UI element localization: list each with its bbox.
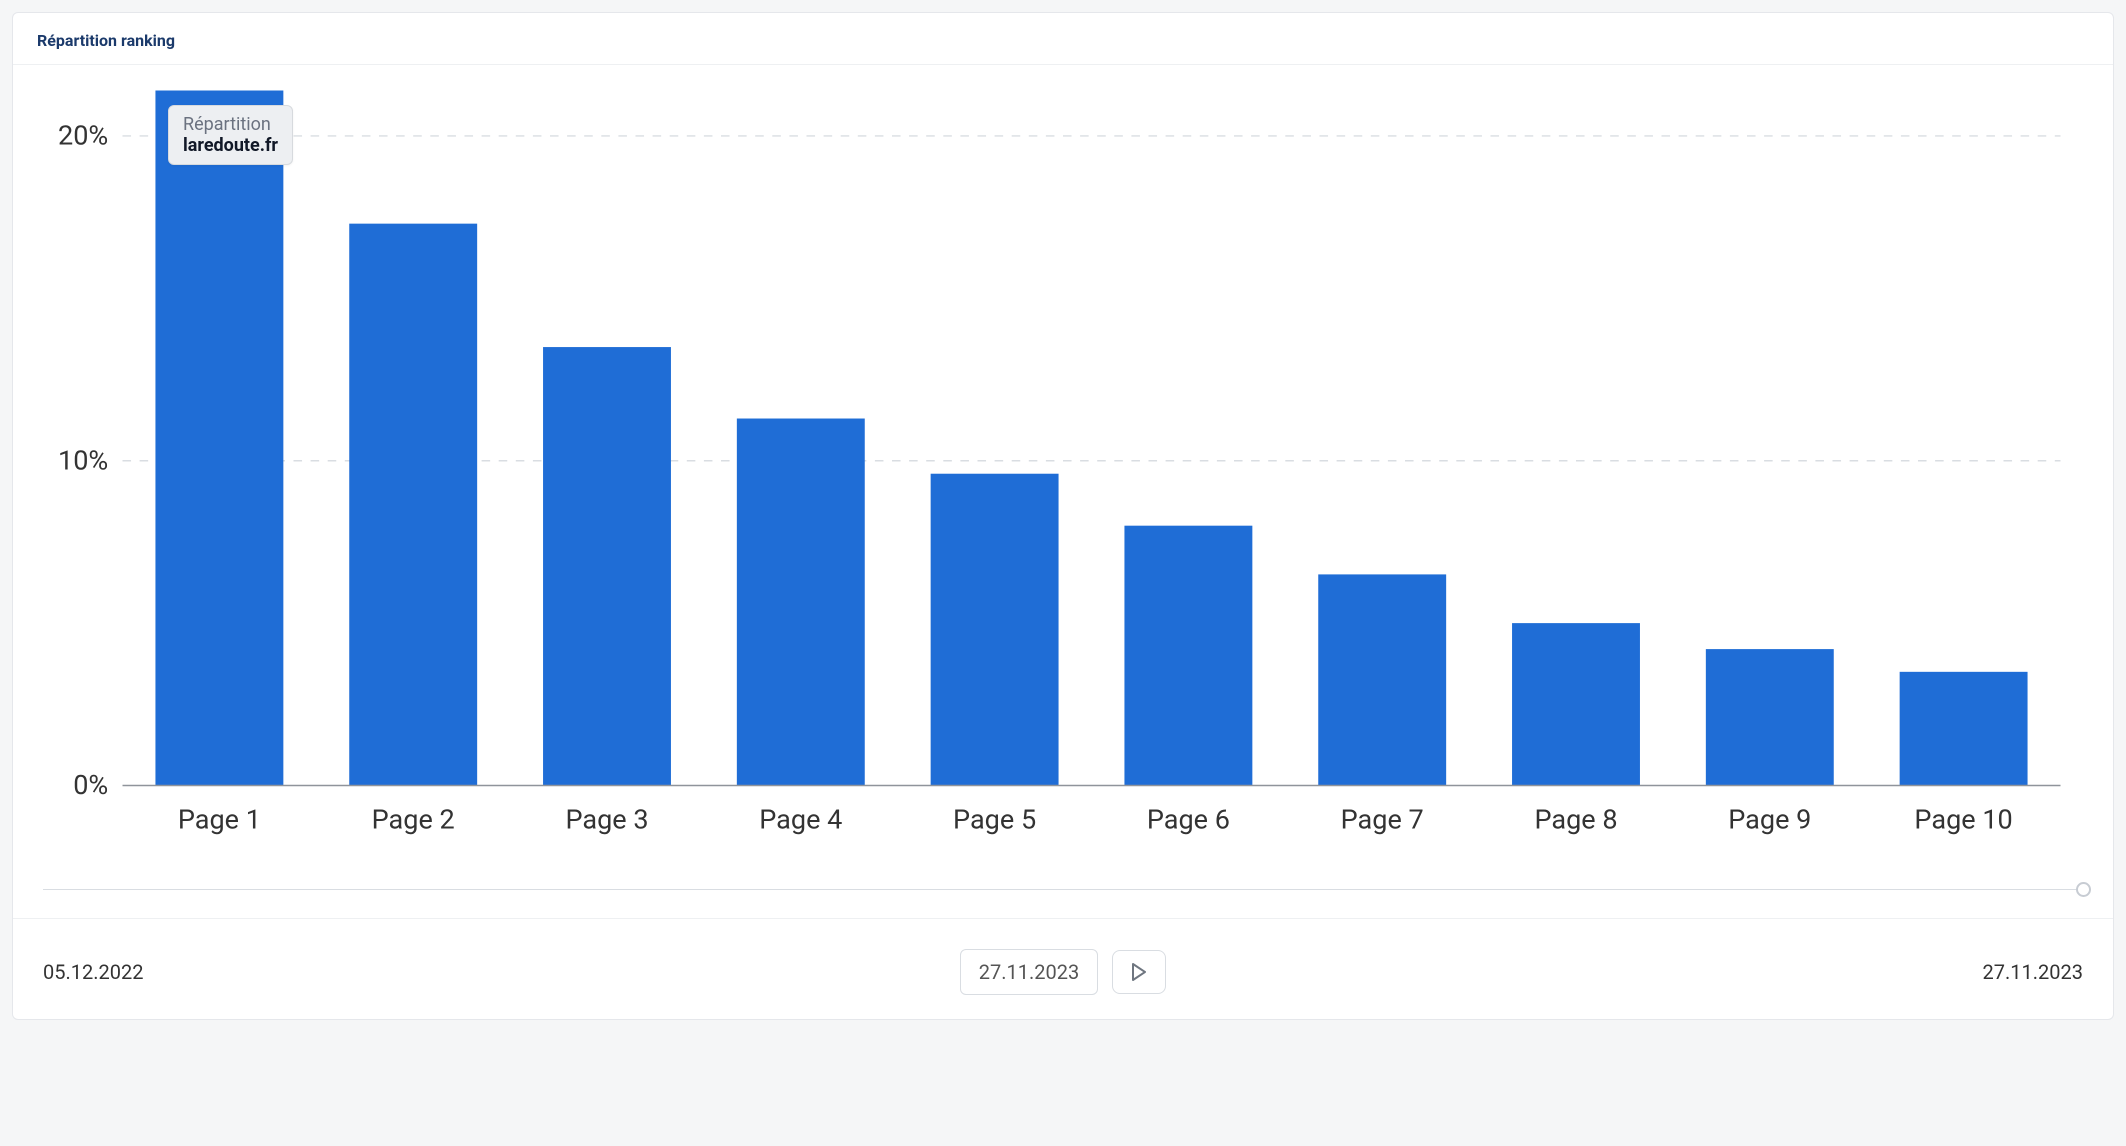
card-footer: 05.12.2022 27.11.2023 27.11.2023 [13,918,2113,1019]
slider-track [43,889,2083,890]
range-start-date: 05.12.2022 [43,960,143,984]
svg-text:Page 4: Page 4 [759,803,842,835]
svg-text:Page 9: Page 9 [1728,803,1811,835]
play-icon [1131,963,1147,981]
slider-handle[interactable] [2076,882,2091,897]
card-title: Répartition ranking [13,13,2113,65]
chart-area: 0% 10% 20% Page 1 Page 2 Page 3 Page 4 Page 5 Pa… [13,65,2113,871]
svg-text:20%: 20% [58,120,108,152]
timeline-slider[interactable] [13,871,2113,890]
tooltip-value: laredoute.fr [183,135,278,156]
svg-text:Page 2: Page 2 [372,803,455,835]
svg-text:Page 8: Page 8 [1534,803,1617,835]
tooltip-title: Répartition [183,114,278,135]
current-date-display[interactable]: 27.11.2023 [960,949,1098,995]
svg-text:Page 1: Page 1 [178,803,261,835]
play-button[interactable] [1112,950,1166,994]
svg-text:Page 6: Page 6 [1147,803,1230,835]
chart-tooltip: Répartition laredoute.fr [168,105,293,165]
range-end-date: 27.11.2023 [1983,960,2083,984]
svg-text:Page 3: Page 3 [565,803,648,835]
svg-text:Page 7: Page 7 [1341,803,1424,835]
svg-text:Page 10: Page 10 [1914,803,2012,835]
bar-chart: 0% 10% 20% Page 1 Page 2 Page 3 Page 4 Page 5 Pa… [37,73,2089,871]
ranking-card: Répartition ranking 0% 10% 20% Page 1 Page 2… [12,12,2114,1020]
svg-text:Page 5: Page 5 [953,803,1036,835]
svg-text:10%: 10% [58,444,108,476]
svg-text:0%: 0% [73,769,108,801]
